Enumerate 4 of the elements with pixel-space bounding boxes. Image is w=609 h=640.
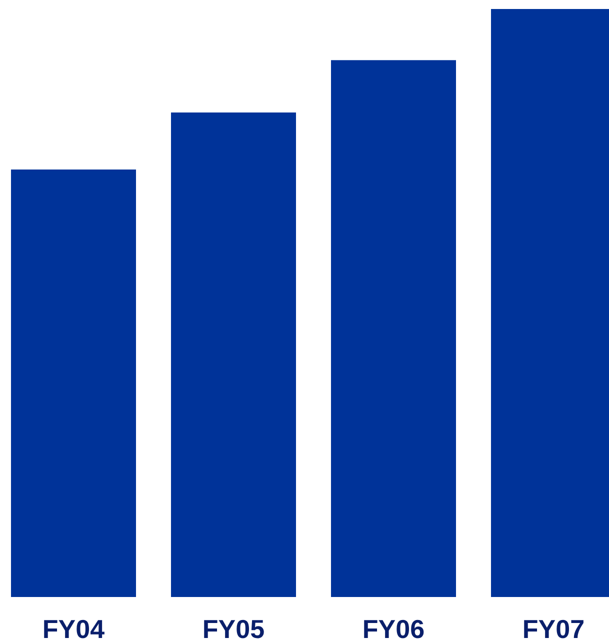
x-tick-label: FY06 <box>362 614 425 640</box>
x-tick-label: FY05 <box>202 614 265 640</box>
x-tick-label: FY04 <box>42 614 106 640</box>
x-tick-label: FY07 <box>522 614 585 640</box>
